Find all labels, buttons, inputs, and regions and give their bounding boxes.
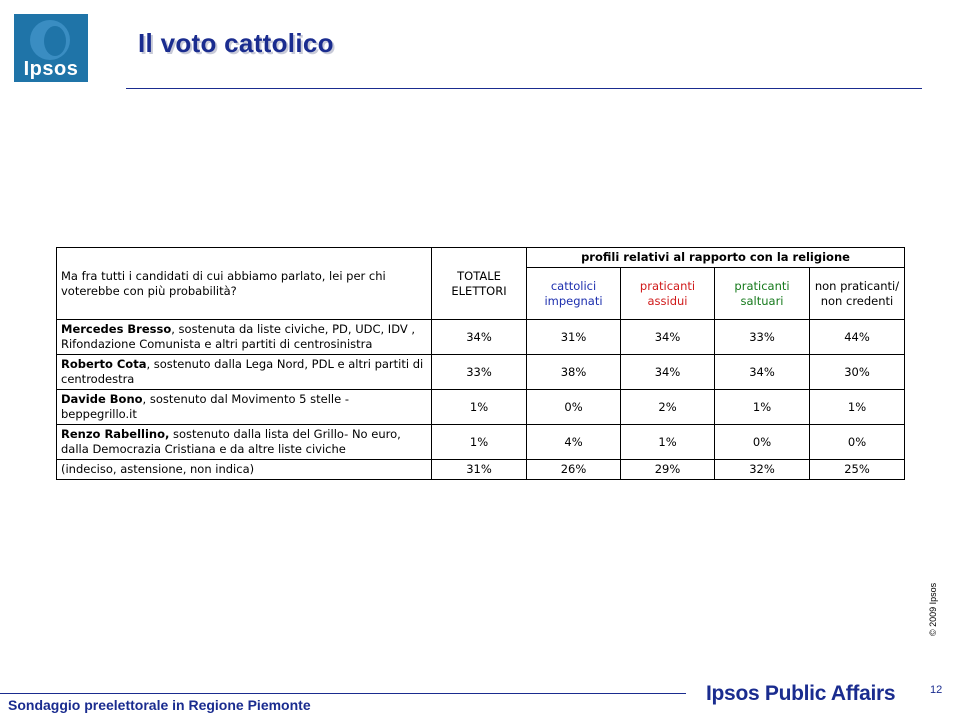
candidate-cell: Roberto Cota, sostenuto dalla Lega Nord,… xyxy=(56,354,432,390)
value-praticanti-saltuari: 34% xyxy=(714,354,810,390)
value-non-praticanti: 44% xyxy=(809,319,905,355)
page-title: Il voto cattolico xyxy=(138,28,334,58)
profile-header-praticanti-assidui: praticanti assidui xyxy=(620,267,715,320)
candidate-desc: (indeciso, astensione, non indica) xyxy=(61,462,255,476)
logo-head-cutout xyxy=(44,26,66,56)
candidate-name: Davide Bono xyxy=(61,392,143,406)
candidate-name: Mercedes Bresso xyxy=(61,322,172,336)
copyright-notice: © 2009 Ipsos xyxy=(928,582,938,636)
value-cattolici-impegnati: 38% xyxy=(526,354,621,390)
profiles-group-header: profili relativi al rapporto con la reli… xyxy=(526,247,905,268)
total-header: TOTALE ELETTORI xyxy=(431,247,527,320)
value-praticanti-saltuari: 32% xyxy=(714,459,810,480)
value-non-praticanti: 25% xyxy=(809,459,905,480)
value-non-praticanti: 0% xyxy=(809,424,905,460)
table-row: Mercedes Bresso, sostenuta da liste civi… xyxy=(56,319,905,355)
value-praticanti-assidui: 29% xyxy=(620,459,715,480)
footer-survey-title: Sondaggio preelettorale in Regione Piemo… xyxy=(8,697,311,713)
question-cell: Ma fra tutti i candidati di cui abbiamo … xyxy=(56,247,432,320)
candidate-desc: , sostenuto dal Movimento 5 stelle - bep… xyxy=(61,392,349,421)
value-total: 31% xyxy=(431,459,527,480)
table-row: Renzo Rabellino, sostenuto dalla lista d… xyxy=(56,424,905,460)
value-non-praticanti: 1% xyxy=(809,389,905,425)
value-praticanti-assidui: 34% xyxy=(620,319,715,355)
value-total: 1% xyxy=(431,389,527,425)
candidate-cell: Mercedes Bresso, sostenuta da liste civi… xyxy=(56,319,432,355)
value-praticanti-assidui: 2% xyxy=(620,389,715,425)
profile-header-non-praticanti: non praticanti/ non credenti xyxy=(809,267,905,320)
footer-divider xyxy=(0,693,686,694)
candidate-name: Roberto Cota xyxy=(61,357,147,371)
value-cattolici-impegnati: 31% xyxy=(526,319,621,355)
value-praticanti-saltuari: 0% xyxy=(714,424,810,460)
candidate-desc: sostenuto dalla lista del Grillo- No eur… xyxy=(61,427,401,456)
value-praticanti-saltuari: 33% xyxy=(714,319,810,355)
value-total: 34% xyxy=(431,319,527,355)
candidate-cell: Davide Bono, sostenuto dal Movimento 5 s… xyxy=(56,389,432,425)
profile-header-praticanti-saltuari: praticanti saltuari xyxy=(714,267,810,320)
candidate-desc: , sostenuto dalla Lega Nord, PDL e altri… xyxy=(61,357,424,386)
candidate-cell: Renzo Rabellino, sostenuto dalla lista d… xyxy=(56,424,432,460)
value-praticanti-saltuari: 1% xyxy=(714,389,810,425)
value-non-praticanti: 30% xyxy=(809,354,905,390)
value-total: 1% xyxy=(431,424,527,460)
title-divider xyxy=(126,88,922,89)
page-number: 12 xyxy=(930,684,943,696)
logo-text: Ipsos xyxy=(23,58,79,80)
value-total: 33% xyxy=(431,354,527,390)
value-cattolici-impegnati: 4% xyxy=(526,424,621,460)
results-table: Ma fra tutti i candidati di cui abbiamo … xyxy=(56,247,905,480)
brand-name: Ipsos Public Affairs xyxy=(706,682,896,705)
profile-header-cattolici-impegnati: cattolici impegnati xyxy=(526,267,621,320)
table-row: Davide Bono, sostenuto dal Movimento 5 s… xyxy=(56,389,905,425)
value-cattolici-impegnati: 26% xyxy=(526,459,621,480)
candidate-cell: (indeciso, astensione, non indica) xyxy=(56,459,432,480)
value-praticanti-assidui: 34% xyxy=(620,354,715,390)
value-cattolici-impegnati: 0% xyxy=(526,389,621,425)
value-praticanti-assidui: 1% xyxy=(620,424,715,460)
ipsos-logo: Ipsos xyxy=(14,14,88,82)
candidate-name: Renzo Rabellino, xyxy=(61,427,170,441)
table-row: Roberto Cota, sostenuto dalla Lega Nord,… xyxy=(56,354,905,390)
table-row: (indeciso, astensione, non indica) 31% 2… xyxy=(56,459,905,480)
candidate-desc: , sostenuta da liste civiche, PD, UDC, I… xyxy=(61,322,416,351)
